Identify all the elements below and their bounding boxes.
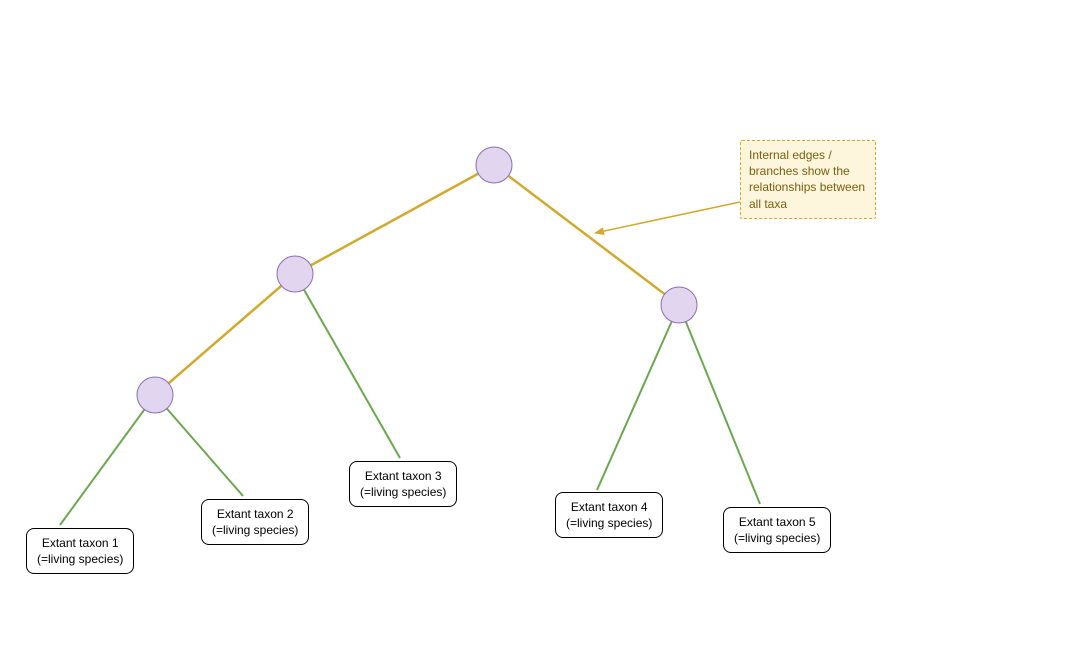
leaf-label-line1: Extant taxon 5 xyxy=(739,515,816,529)
leaf-label-line2: (=living species) xyxy=(734,531,820,545)
leaf-label-line2: (=living species) xyxy=(37,552,123,566)
terminal-edge xyxy=(679,305,760,504)
tree-node-n_leftleft xyxy=(137,377,173,413)
tree-svg xyxy=(0,0,1072,671)
annotation-text: Internal edges / branches show the relat… xyxy=(749,148,865,211)
annotation-arrow-layer xyxy=(595,202,740,233)
terminal-edge xyxy=(597,305,679,490)
internal-edge xyxy=(295,165,494,274)
terminal-edge xyxy=(60,395,155,525)
tree-node-n_left xyxy=(277,256,313,292)
leaf-label-line1: Extant taxon 2 xyxy=(217,507,294,521)
leaf-label-line2: (=living species) xyxy=(212,523,298,537)
internal-edge xyxy=(155,274,295,395)
internal-edge xyxy=(494,165,679,305)
leaf-label-line2: (=living species) xyxy=(566,516,652,530)
tree-node-n_right xyxy=(661,287,697,323)
leaf-label-line2: (=living species) xyxy=(360,485,446,499)
leaf-label-taxon1: Extant taxon 1 (=living species) xyxy=(26,528,134,574)
leaf-label-taxon3: Extant taxon 3 (=living species) xyxy=(349,461,457,507)
leaf-label-taxon2: Extant taxon 2 (=living species) xyxy=(201,499,309,545)
terminal-edge xyxy=(155,395,243,496)
annotation-box: Internal edges / branches show the relat… xyxy=(740,140,876,219)
tree-node-root xyxy=(476,147,512,183)
leaf-label-line1: Extant taxon 1 xyxy=(42,536,119,550)
leaf-label-line1: Extant taxon 4 xyxy=(571,500,648,514)
leaf-label-taxon5: Extant taxon 5 (=living species) xyxy=(723,507,831,553)
annotation-arrow xyxy=(595,202,740,233)
leaf-label-taxon4: Extant taxon 4 (=living species) xyxy=(555,492,663,538)
leaf-label-line1: Extant taxon 3 xyxy=(365,469,442,483)
terminal-edge xyxy=(295,274,400,458)
nodes-layer xyxy=(137,147,697,413)
